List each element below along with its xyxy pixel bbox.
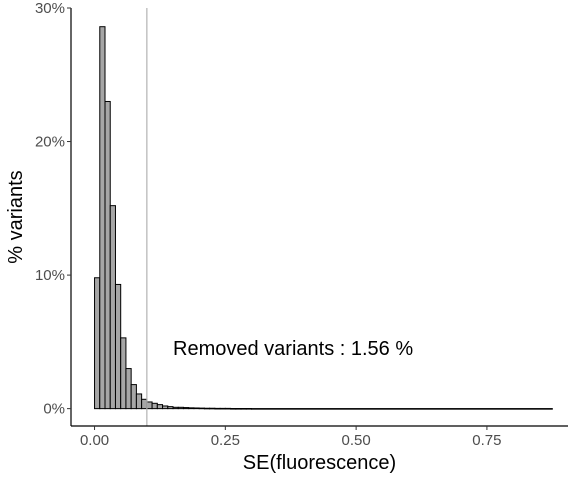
y-tick-label: 0% (43, 401, 65, 418)
y-axis-title: % variants (5, 170, 27, 263)
histogram-bar (141, 398, 148, 410)
histogram-bar (235, 408, 242, 410)
histogram-bar (114, 283, 122, 410)
x-tick-label: 0.50 (342, 432, 371, 449)
histogram-bar (214, 407, 221, 410)
histogram-bar (162, 405, 169, 410)
histogram-bar (99, 26, 106, 410)
x-tick-label: 0.00 (80, 432, 109, 449)
histogram-bar (172, 406, 179, 410)
histogram-bar (177, 406, 184, 410)
annotation-text: Removed variants : 1.56 % (173, 338, 413, 360)
y-tick-label: 20% (35, 134, 65, 151)
histogram-bar (146, 401, 153, 410)
histogram-bar (245, 408, 252, 410)
histogram-bar (219, 407, 226, 410)
x-tick-label: 0.75 (472, 432, 501, 449)
histogram-bar (198, 407, 205, 410)
histogram-bar (109, 205, 116, 410)
bars-group (94, 26, 553, 410)
histogram-bar (130, 384, 137, 410)
histogram-bar (240, 408, 247, 410)
histogram-bar (224, 407, 232, 410)
histogram-bar (182, 407, 190, 410)
histogram-bar (120, 337, 127, 410)
histogram-bar (151, 402, 158, 410)
histogram-bar (193, 407, 200, 410)
histogram-bar (125, 368, 132, 410)
histogram-bar (104, 100, 111, 410)
histogram-bar (188, 407, 195, 410)
axes-group (70, 8, 568, 427)
ticks-group: 0.00 0.25 0.50 0.75 0% 10% 20% 30% (35, 0, 502, 449)
y-tick-label: 10% (35, 267, 65, 284)
histogram-bar (156, 404, 164, 410)
histogram-bar (203, 407, 211, 410)
y-tick-label: 30% (35, 0, 65, 17)
histogram-bar (230, 408, 237, 410)
histogram-bar (94, 277, 101, 410)
histogram-tail-bars (250, 408, 553, 410)
histogram-bar (167, 406, 174, 410)
x-axis-title: SE(fluorescence) (243, 452, 396, 474)
histogram-bar (135, 393, 143, 410)
x-tick-label: 0.25 (211, 432, 240, 449)
histogram-bar (209, 407, 216, 410)
